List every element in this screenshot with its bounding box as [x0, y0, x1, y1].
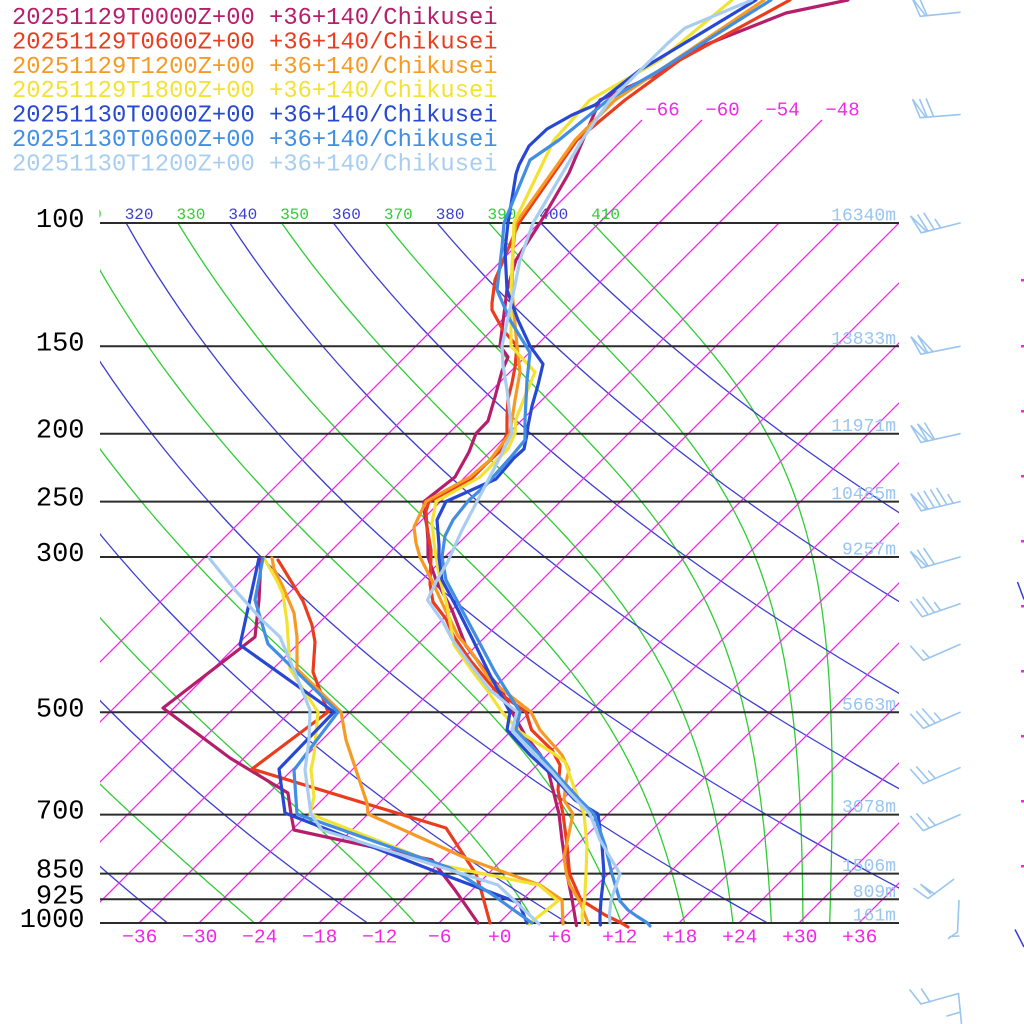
svg-text:−12: −12	[362, 927, 397, 949]
svg-text:310: 310	[73, 206, 102, 224]
svg-text:300: 300	[36, 540, 85, 570]
svg-text:100: 100	[36, 206, 85, 236]
svg-text:−66: −66	[645, 100, 679, 122]
svg-text:1506m: 1506m	[842, 857, 896, 877]
svg-text:−54: −54	[765, 100, 799, 122]
svg-text:20251130T1200Z+00 +36+140/Chik: 20251130T1200Z+00 +36+140/Chikusei	[12, 151, 498, 178]
svg-text:20251129T1200Z+00 +36+140/Chik: 20251129T1200Z+00 +36+140/Chikusei	[12, 54, 498, 81]
svg-text:20251129T0000Z+00 +36+140/Chik: 20251129T0000Z+00 +36+140/Chikusei	[12, 5, 498, 32]
svg-text:20251129T0600Z+00 +36+140/Chik: 20251129T0600Z+00 +36+140/Chikusei	[12, 29, 498, 56]
svg-text:200: 200	[36, 417, 85, 447]
svg-text:3078m: 3078m	[842, 798, 896, 818]
svg-text:700: 700	[36, 798, 85, 828]
svg-text:850: 850	[36, 857, 85, 887]
svg-text:410: 410	[591, 206, 620, 224]
svg-text:340: 340	[228, 206, 257, 224]
svg-text:−60: −60	[705, 100, 739, 122]
svg-text:−30: −30	[182, 927, 217, 949]
svg-text:360: 360	[332, 206, 361, 224]
svg-text:+24: +24	[722, 927, 757, 949]
svg-text:250: 250	[36, 485, 85, 515]
svg-text:13833m: 13833m	[831, 330, 896, 350]
svg-text:809m: 809m	[853, 883, 896, 903]
svg-text:20251130T0000Z+00 +36+140/Chik: 20251130T0000Z+00 +36+140/Chikusei	[12, 103, 498, 130]
svg-text:161m: 161m	[853, 907, 896, 927]
svg-text:330: 330	[176, 206, 205, 224]
svg-text:−48: −48	[825, 100, 859, 122]
svg-text:20251130T0600Z+00 +36+140/Chik: 20251130T0600Z+00 +36+140/Chikusei	[12, 127, 498, 154]
svg-text:+6: +6	[548, 927, 572, 949]
svg-text:380: 380	[436, 206, 465, 224]
svg-text:+18: +18	[662, 927, 697, 949]
svg-text:−6: −6	[428, 927, 452, 949]
svg-text:500: 500	[36, 695, 85, 725]
svg-text:20251129T1800Z+00 +36+140/Chik: 20251129T1800Z+00 +36+140/Chikusei	[12, 78, 498, 105]
svg-text:11971m: 11971m	[831, 417, 896, 437]
svg-text:370: 370	[384, 206, 413, 224]
svg-text:350: 350	[280, 206, 309, 224]
svg-text:925: 925	[36, 882, 85, 912]
svg-text:1000: 1000	[20, 906, 85, 936]
svg-text:+30: +30	[782, 927, 817, 949]
svg-text:150: 150	[36, 329, 85, 359]
svg-text:390: 390	[487, 206, 516, 224]
svg-text:16340m: 16340m	[831, 207, 896, 227]
svg-text:+12: +12	[602, 927, 637, 949]
svg-text:+36: +36	[842, 927, 877, 949]
svg-text:+0: +0	[488, 927, 512, 949]
svg-text:−24: −24	[242, 927, 277, 949]
svg-text:10485m: 10485m	[831, 485, 896, 505]
svg-text:320: 320	[125, 206, 154, 224]
svg-text:−18: −18	[302, 927, 337, 949]
svg-text:9257m: 9257m	[842, 541, 896, 561]
svg-text:−36: −36	[122, 927, 157, 949]
svg-text:5663m: 5663m	[842, 696, 896, 716]
